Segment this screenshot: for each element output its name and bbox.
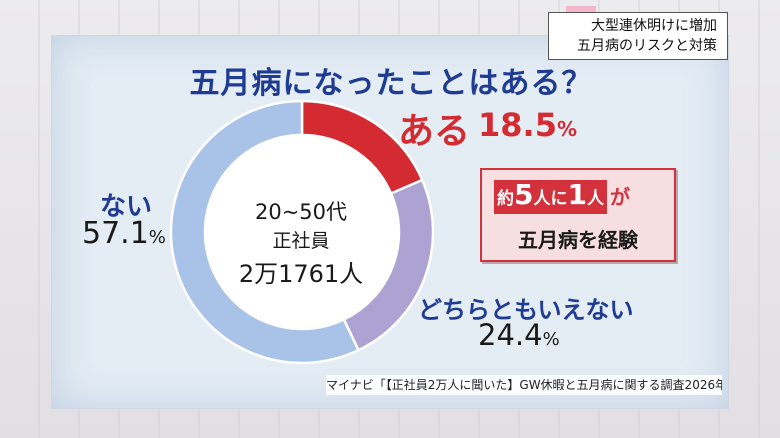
slice-label-dochiratomo: どちらともいえない bbox=[418, 296, 634, 324]
center-label-employment: 正社員 bbox=[272, 230, 330, 252]
topic-caption-line2: 五月病のリスクと対策 bbox=[577, 38, 717, 54]
center-label-sample-size: 2万1761人 bbox=[238, 260, 364, 288]
chart-title: 五月病になったことはある？ bbox=[189, 66, 593, 101]
callout-highlight: 約5人に1人 bbox=[494, 180, 607, 214]
source-credit: マイナビ「【正社員2万人に聞いた】GW休暇と五月病に関する調査2026年」 bbox=[326, 375, 722, 395]
donut-slice-nai bbox=[169, 99, 361, 365]
slice-value-dochiratomo: 24.4% bbox=[478, 318, 560, 352]
slice-value-nai: 57.1% bbox=[82, 216, 166, 251]
callout-headline: 約5人に1人が bbox=[494, 180, 630, 214]
donut-hole bbox=[206, 136, 398, 328]
slice-label-nai: ない bbox=[100, 192, 153, 222]
callout-subline: 五月病を経験 bbox=[518, 228, 638, 252]
callout-box: 約5人に1人が 五月病を経験 bbox=[480, 168, 676, 262]
slice-label-aru: ある bbox=[398, 111, 471, 152]
pink-marker bbox=[566, 6, 596, 16]
topic-caption-line1: 大型連休明けに増加 bbox=[591, 18, 717, 34]
slice-value-aru: 18.5% bbox=[478, 106, 577, 144]
center-label-age: 20~50代 bbox=[254, 200, 348, 224]
topic-caption-box: 大型連休明けに増加 五月病のリスクと対策 bbox=[548, 12, 728, 60]
